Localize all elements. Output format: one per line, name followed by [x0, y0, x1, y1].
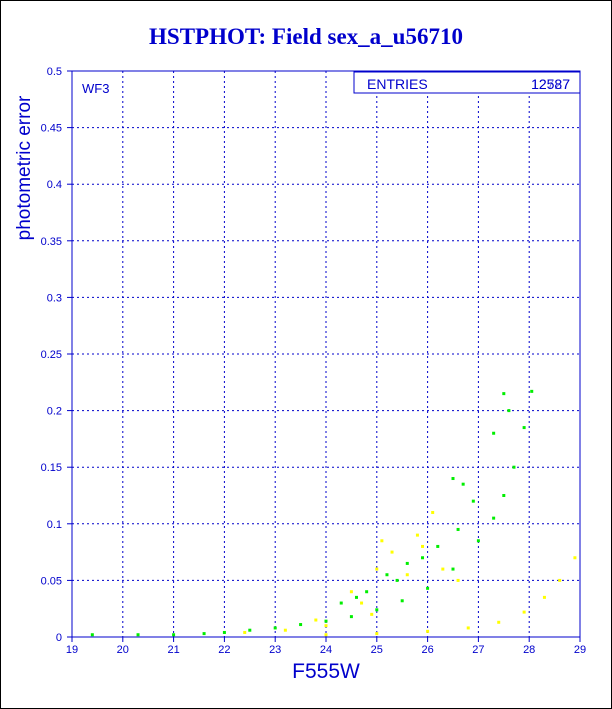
data-point	[349, 590, 353, 594]
x-tick-label: 26	[421, 644, 433, 656]
data-point	[456, 578, 460, 582]
panel-label: WF3	[82, 81, 109, 96]
data-point	[558, 578, 562, 582]
data-point	[136, 633, 140, 637]
stats-entries-value-a: 12587	[531, 76, 570, 92]
data-point	[522, 426, 526, 430]
stats-entries-value-b: 12727	[531, 76, 570, 92]
data-point	[243, 630, 247, 634]
series-1	[243, 510, 577, 637]
data-point	[400, 599, 404, 603]
y-tick-label: 0.4	[47, 179, 62, 191]
stats-entries-label: ENTRIES	[367, 76, 428, 92]
data-point	[461, 482, 465, 486]
data-point	[530, 389, 534, 393]
data-point	[471, 499, 475, 503]
x-tick-label: 19	[66, 644, 78, 656]
x-axis-label: F555W	[292, 660, 360, 683]
data-point	[349, 615, 353, 619]
data-point	[426, 629, 430, 633]
data-point	[172, 633, 176, 637]
data-point	[502, 494, 506, 497]
axis-ticks: 19 20 21 22 23 24 25 26 27 28 29 0 0.05 0.1 0.15 0.2 0.2…	[41, 66, 587, 656]
chart-title: HSTPHOT: Field sex_a_u56710	[149, 24, 463, 49]
data-point	[431, 510, 435, 514]
data-point	[222, 630, 226, 634]
x-tick-label: 20	[117, 644, 129, 656]
data-point	[451, 477, 455, 481]
data-point	[492, 431, 496, 435]
data-point	[283, 628, 287, 632]
y-axis-label: photometric error	[14, 95, 35, 240]
data-point	[202, 632, 206, 636]
y-tick-label: 0.3	[47, 292, 62, 304]
data-point	[492, 516, 496, 520]
data-points	[90, 389, 577, 637]
data-point	[314, 618, 318, 622]
data-point	[385, 573, 389, 577]
data-point	[466, 626, 470, 630]
y-tick-label: 0.1	[47, 519, 62, 531]
data-point	[451, 567, 455, 571]
data-point	[441, 567, 445, 571]
data-point	[299, 623, 303, 627]
data-point	[476, 539, 480, 543]
data-point	[415, 533, 419, 537]
data-point	[512, 465, 516, 469]
data-point	[248, 628, 252, 632]
data-point	[354, 595, 358, 599]
x-tick-label: 28	[523, 644, 535, 656]
y-tick-label: 0.15	[41, 462, 62, 474]
data-point	[502, 392, 506, 396]
x-tick-label: 23	[269, 644, 281, 656]
y-tick-label: 0.25	[41, 349, 62, 361]
data-point	[90, 633, 94, 637]
x-tick-label: 27	[472, 644, 484, 656]
data-point	[436, 544, 440, 548]
y-tick-label: 0	[56, 632, 62, 644]
y-tick-label: 0.35	[41, 236, 62, 248]
y-tick-label: 0.05	[41, 575, 62, 587]
data-point	[497, 620, 501, 624]
y-tick-label: 0.45	[41, 123, 62, 135]
data-point	[375, 567, 379, 571]
data-point	[522, 610, 526, 614]
grid-lines	[72, 71, 580, 637]
stats-box	[353, 71, 581, 94]
y-tick-label: 0.2	[47, 406, 62, 418]
data-point	[375, 608, 379, 612]
x-tick-label: 21	[167, 644, 179, 656]
data-point	[324, 619, 328, 623]
y-tick-label: 0.5	[47, 66, 62, 78]
x-tick-label: 22	[218, 644, 230, 656]
data-point	[405, 561, 409, 565]
data-point	[390, 550, 394, 554]
data-point	[395, 578, 399, 582]
data-point	[421, 544, 425, 548]
data-point	[365, 590, 369, 594]
data-point	[542, 595, 546, 599]
data-point	[324, 624, 328, 628]
series-0	[90, 389, 534, 637]
data-point	[375, 632, 379, 636]
x-tick-label: 25	[371, 644, 383, 656]
data-point	[573, 556, 577, 560]
data-point	[324, 633, 328, 637]
data-point	[339, 601, 343, 605]
data-point	[273, 626, 277, 630]
data-point	[370, 612, 374, 616]
data-point	[421, 556, 425, 560]
x-tick-label: 29	[574, 644, 586, 656]
data-point	[456, 527, 460, 531]
data-point	[380, 539, 384, 543]
x-tick-label: 24	[320, 644, 332, 656]
data-point	[405, 573, 409, 577]
data-point	[507, 409, 511, 413]
data-point	[426, 586, 430, 590]
data-point	[360, 601, 364, 605]
